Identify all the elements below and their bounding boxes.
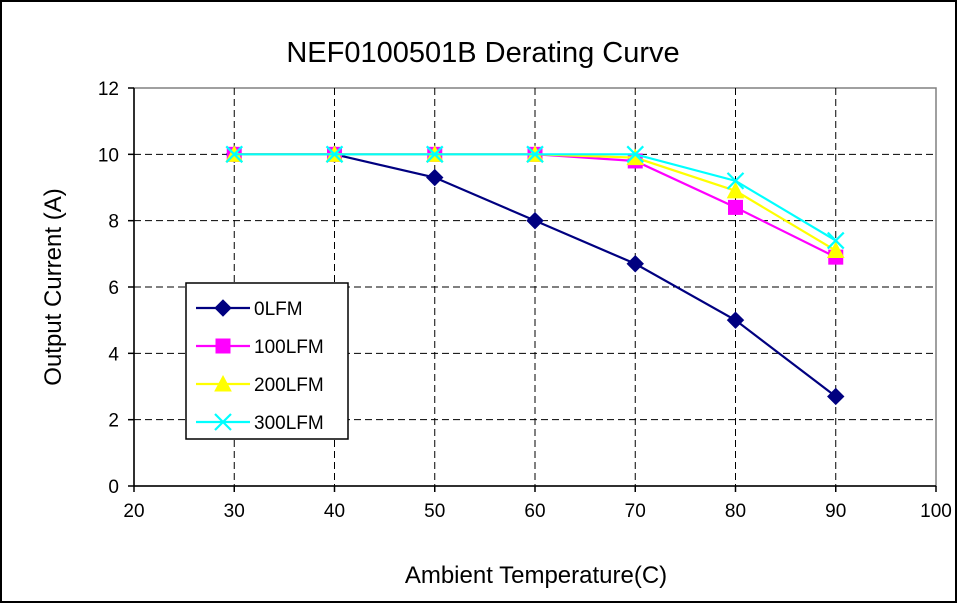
x-tick-label: 40 [324,501,345,522]
y-tick-labels: 0 2 4 6 8 10 12 [98,79,120,498]
x-tick-label: 50 [424,501,445,522]
x-tick-label: 100 [920,501,952,522]
legend: 0LFM 100LFM 200LFM 300LFM [185,282,349,440]
data-point-200LFM [726,181,745,199]
data-point-300LFM [325,145,344,164]
data-point-0LFM [626,255,644,273]
y-tick-label: 10 [98,145,119,166]
x-tick-label: 80 [725,501,746,522]
data-point-0LFM [827,387,845,406]
data-point-300LFM [425,145,444,164]
x-tick-label: 90 [825,501,846,522]
series-layer [225,145,845,406]
legend-item-200LFM: 200LFM [196,374,324,396]
data-point-0LFM [526,211,544,230]
data-point-0LFM [426,168,444,187]
data-point-100LFM [728,199,743,215]
legend-marker [214,299,232,317]
legend-label: 200LFM [254,375,324,396]
legend-marker [214,374,232,392]
legend-item-0LFM: 0LFM [196,299,303,320]
x-axis-label: Ambient Temperature(C) [405,562,667,589]
y-tick-label: 0 [108,477,119,498]
x-tick-labels: 20 30 40 50 60 70 80 90 100 [123,501,951,522]
x-tick-label: 70 [625,501,646,522]
legend-item-300LFM: 300LFM [196,413,324,434]
series-300LFM [225,145,845,250]
legend-marker [214,413,232,431]
y-tick-label: 6 [108,278,119,299]
legend-entries: 0LFM 100LFM 200LFM 300LFM [196,299,324,434]
legend-label: 100LFM [254,337,324,358]
data-point-200LFM [826,241,845,259]
y-axis-label: Output Current (A) [40,188,67,385]
legend-label: 300LFM [254,413,324,434]
data-point-300LFM [726,172,745,190]
data-point-300LFM [225,145,244,164]
y-tick-label: 8 [108,212,119,233]
x-tick-label: 20 [123,501,144,522]
chart-title: NEF0100501B Derating Curve [286,37,679,69]
x-tick-label: 60 [524,501,545,522]
data-point-300LFM [626,145,645,164]
axes [128,87,937,492]
y-tick-label: 2 [108,411,119,432]
legend-label: 0LFM [254,299,303,320]
data-point-300LFM [526,145,544,164]
legend-marker [215,338,231,354]
x-tick-label: 30 [224,501,245,522]
legend-item-100LFM: 100LFM [196,337,324,358]
data-point-300LFM [826,231,845,250]
y-tick-label: 12 [98,79,119,100]
data-point-0LFM [726,311,745,329]
y-tick-label: 4 [108,344,119,365]
